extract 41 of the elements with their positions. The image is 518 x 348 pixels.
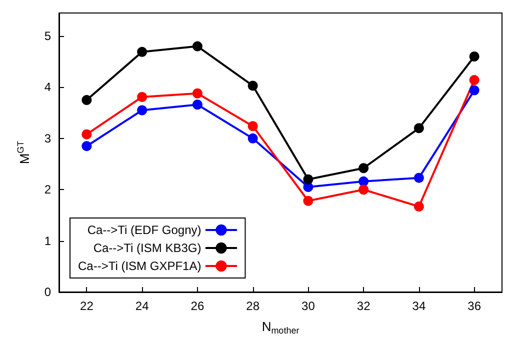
point — [192, 88, 202, 98]
point — [248, 121, 258, 132]
point — [192, 100, 202, 110]
y-tick-label: 4 — [44, 80, 52, 94]
point — [192, 41, 202, 52]
point — [358, 163, 369, 174]
x-tick-label: 30 — [302, 299, 316, 313]
point — [137, 46, 148, 57]
point — [358, 184, 369, 195]
point — [137, 92, 148, 102]
legend-label: Ca-->Ti (ISM GXPF1A) — [78, 259, 202, 273]
point — [469, 52, 480, 62]
y-tick-label: 3 — [44, 131, 52, 146]
point — [248, 133, 258, 144]
point — [137, 105, 148, 116]
point — [469, 75, 480, 86]
point — [82, 129, 92, 140]
point — [303, 174, 314, 184]
y-axis-title: MGT — [16, 140, 32, 164]
point — [303, 196, 314, 206]
y-tick-label: 5 — [44, 29, 52, 44]
x-tick-label: 34 — [412, 299, 426, 313]
y-tick-label: 2 — [44, 182, 52, 197]
point — [248, 80, 258, 91]
x-tick-label: 36 — [468, 299, 482, 313]
point — [82, 141, 92, 152]
x-tick-label: 24 — [135, 299, 150, 313]
legend-label: Ca-->Ti (EDF Gogny) — [87, 223, 202, 237]
x-tick-label: 32 — [356, 299, 371, 313]
point — [414, 202, 424, 212]
point — [469, 85, 480, 96]
legend-label: Ca-->Ti (ISM KB3G) — [93, 241, 202, 255]
y-tick-label: 1 — [44, 234, 52, 248]
x-tick-label: 28 — [246, 299, 260, 313]
point — [82, 95, 92, 106]
x-tick-label: 26 — [190, 299, 204, 313]
point — [414, 172, 424, 183]
x-tick-label: 22 — [80, 299, 94, 313]
y-tick-label: 0 — [44, 285, 52, 299]
point — [358, 176, 369, 186]
point — [414, 123, 424, 134]
